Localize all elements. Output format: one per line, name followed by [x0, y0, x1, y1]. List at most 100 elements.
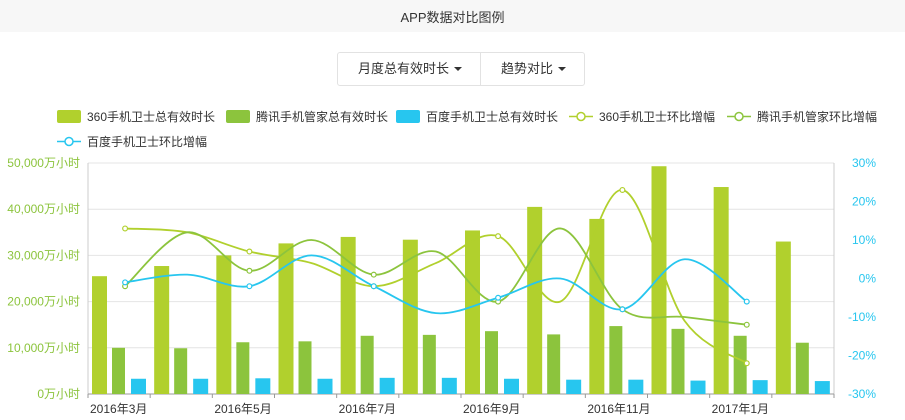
line-point-s360: [122, 225, 129, 232]
bar-baidu: [690, 380, 706, 394]
bar-baidu: [441, 377, 457, 394]
bar-baidu: [193, 378, 209, 394]
x-tick-label: 2016年9月: [463, 402, 520, 416]
legend-label: 百度手机卫士总有效时长: [426, 110, 559, 124]
bar-tencent: [422, 334, 436, 394]
line-point-s360: [619, 186, 626, 193]
line-point-tencent: [370, 271, 377, 278]
bar-s360: [589, 218, 605, 394]
line-point-baidu: [619, 306, 626, 313]
bar-tencent: [547, 334, 561, 394]
line-point-baidu: [246, 283, 253, 290]
legend-swatch-icon: [57, 110, 81, 123]
legend-line-marker-icon: [569, 111, 593, 122]
metric-dropdown-button[interactable]: 月度总有效时长: [338, 53, 480, 85]
bar-tencent: [112, 347, 125, 394]
bar-tencent: [733, 335, 747, 394]
bar-s360: [278, 243, 294, 394]
bar-s360: [340, 236, 356, 394]
left-tick-label: 40,000万小时: [7, 202, 80, 216]
bar-s360: [92, 276, 107, 394]
line-point-s360: [743, 360, 750, 367]
line-point-tencent: [246, 267, 253, 274]
bar-s360: [713, 187, 729, 394]
line-point-s360: [495, 233, 502, 240]
line-point-baidu: [495, 294, 502, 301]
left-tick-label: 0万小时: [37, 387, 80, 401]
view-switcher: 月度总有效时长 趋势对比: [337, 52, 586, 86]
bar-tencent: [174, 348, 188, 394]
left-tick-label: 50,000万小时: [7, 156, 80, 170]
bar-tencent: [795, 342, 809, 394]
trend-dropdown-button[interactable]: 趋势对比: [480, 53, 584, 85]
bar-baidu: [255, 378, 271, 394]
right-tick-label: 10%: [852, 233, 876, 247]
line-point-baidu: [370, 283, 377, 290]
legend-item-360-growth[interactable]: 360手机卫士环比增幅: [569, 108, 715, 125]
bar-s360: [775, 241, 791, 394]
bar-baidu: [752, 380, 768, 394]
bar-tencent: [298, 341, 312, 394]
left-tick-label: 10,000万小时: [7, 341, 80, 355]
bar-s360: [527, 206, 543, 394]
line-point-baidu: [122, 279, 129, 286]
left-tick-label: 30,000万小时: [7, 248, 80, 262]
bar-baidu: [628, 379, 644, 394]
legend-label: 腾讯手机管家环比增幅: [757, 110, 878, 124]
chart-legend: 360手机卫士总有效时长 腾讯手机管家总有效时长 百度手机卫士总有效时长 360…: [0, 0, 905, 150]
x-tick-label: 2016年7月: [339, 402, 396, 416]
bar-s360: [465, 230, 480, 394]
x-tick-label: 2017年1月: [712, 402, 769, 416]
line-baidu: [124, 254, 748, 315]
legend-item-baidu-duration[interactable]: 百度手机卫士总有效时长: [396, 108, 558, 125]
bar-tencent: [609, 326, 623, 394]
legend-item-tencent-growth[interactable]: 腾讯手机管家环比增幅: [727, 108, 877, 125]
left-tick-label: 20,000万小时: [7, 295, 80, 309]
bar-s360: [216, 255, 232, 394]
bar-baidu: [566, 379, 582, 394]
legend-item-360-duration[interactable]: 360手机卫士总有效时长: [57, 108, 215, 125]
right-tick-label: -10%: [848, 310, 876, 324]
legend-label: 360手机卫士环比增幅: [599, 110, 716, 124]
line-point-s360: [246, 248, 253, 255]
bar-baidu: [379, 377, 395, 394]
legend-label: 百度手机卫士环比增幅: [87, 135, 208, 149]
right-tick-label: 20%: [852, 195, 876, 209]
bar-s360: [651, 166, 667, 394]
bar-tencent: [360, 335, 374, 394]
legend-label: 腾讯手机管家总有效时长: [256, 110, 389, 124]
page-title: APP数据对比图例: [400, 10, 505, 25]
x-tick-label: 2016年5月: [214, 402, 271, 416]
legend-label: 360手机卫士总有效时长: [87, 110, 216, 124]
x-tick-label: 2016年11月: [587, 402, 650, 416]
bar-baidu: [814, 381, 830, 394]
line-point-baidu: [743, 298, 750, 305]
right-tick-label: -30%: [848, 387, 876, 401]
bar-s360: [402, 239, 418, 394]
x-tick-label: 2016年3月: [90, 402, 147, 416]
line-point-tencent: [743, 321, 750, 328]
caret-down-icon: [454, 67, 463, 71]
legend-line-marker-icon: [57, 136, 81, 147]
right-tick-label: -20%: [848, 349, 876, 363]
legend-swatch-icon: [396, 110, 420, 123]
bar-baidu: [504, 378, 519, 394]
bar-s360: [154, 266, 170, 394]
metric-dropdown-label: 月度总有效时长: [358, 61, 450, 76]
bar-baidu: [131, 378, 146, 394]
legend-swatch-icon: [226, 110, 250, 123]
right-tick-label: 30%: [852, 156, 876, 170]
right-tick-label: 0%: [859, 272, 877, 286]
trend-dropdown-label: 趋势对比: [501, 61, 554, 76]
line-tencent: [124, 227, 747, 326]
title-bar: [0, 0, 905, 32]
caret-down-icon: [558, 67, 567, 71]
legend-line-marker-icon: [727, 111, 751, 122]
legend-item-tencent-duration[interactable]: 腾讯手机管家总有效时长: [226, 108, 388, 125]
bar-tencent: [236, 342, 250, 394]
legend-item-baidu-growth[interactable]: 百度手机卫士环比增幅: [57, 133, 207, 150]
bar-tencent: [485, 331, 498, 394]
bar-tencent: [671, 328, 685, 394]
bar-baidu: [317, 378, 333, 394]
